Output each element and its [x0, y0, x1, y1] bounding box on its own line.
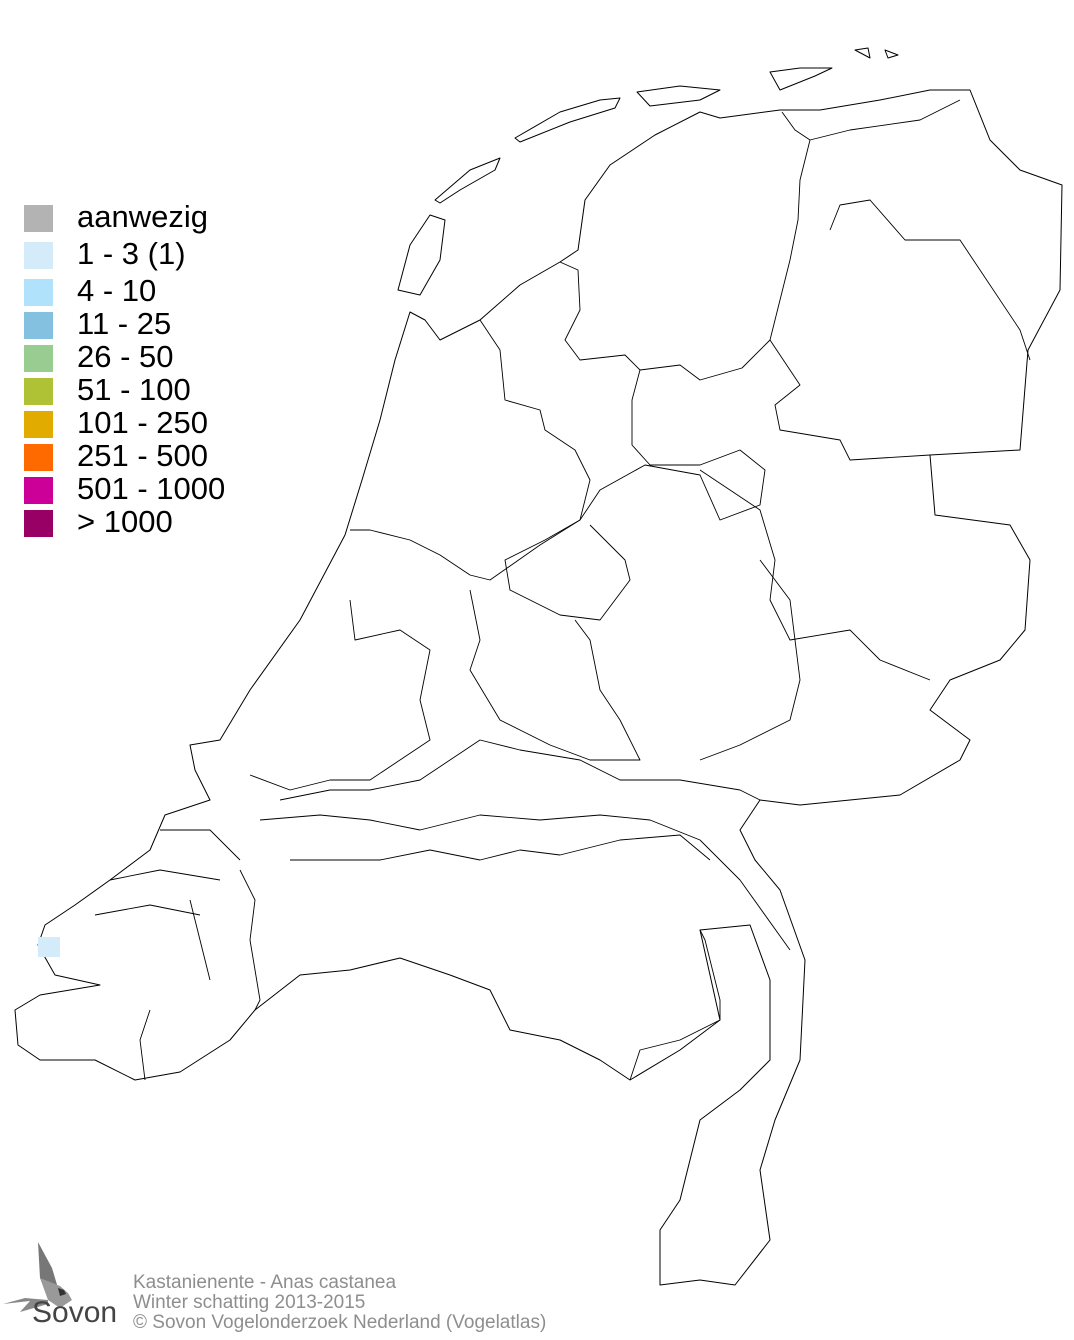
river-maas: [259, 814, 791, 951]
border-brabant: [290, 834, 711, 861]
island-ameland: [636, 85, 721, 107]
legend-label: 4 - 10: [77, 273, 157, 308]
border-zuid-holland: [249, 599, 431, 791]
border-limburg: [629, 929, 721, 1081]
legend-swatch: [24, 312, 53, 339]
legend-label: 26 - 50: [77, 339, 174, 374]
map-caption: Kastanienente - Anas castanea Winter sch…: [133, 1273, 546, 1333]
border-gelderland-east: [699, 559, 801, 761]
sovon-swallow-logo-icon: [3, 1242, 72, 1312]
legend-swatch: [24, 510, 53, 537]
island-vlieland: [434, 157, 501, 204]
border-flevoland: [504, 369, 766, 621]
island-texel: [397, 214, 446, 296]
border-groningen-drenthe: [809, 99, 1031, 361]
zeeland-waters: [94, 829, 241, 916]
legend-swatch: [24, 477, 53, 504]
legend-label: 11 - 25: [77, 306, 172, 341]
border-friesland-groningen: [559, 111, 811, 381]
legend-label: 1 - 3 (1): [77, 236, 186, 271]
island-terschelling: [514, 97, 621, 143]
observation-square: [38, 937, 60, 957]
border-utrecht: [469, 589, 641, 761]
legend-swatch: [24, 444, 53, 471]
copyright: © Sovon Vogelonderzoek Nederland (Vogela…: [133, 1312, 547, 1333]
legend-label: 51 - 100: [77, 372, 191, 407]
legend-swatch: [24, 242, 53, 269]
border-zeeland: [139, 869, 261, 1081]
island-rottumeroog: [854, 47, 899, 59]
border-noord-holland-inner: [350, 319, 591, 581]
river-rhine-waal: [279, 739, 761, 801]
legend-swatch: [24, 205, 53, 232]
border-drenthe-overijssel: [769, 339, 931, 461]
legend-label: 101 - 250: [77, 405, 208, 440]
logo-text: Sovon: [32, 1296, 118, 1329]
legend-label: aanwezig: [77, 199, 208, 234]
species-name: Kastanienente - Anas castanea: [133, 1272, 397, 1293]
legend-swatch: [24, 378, 53, 405]
period: Winter schatting 2013-2015: [133, 1292, 366, 1313]
legend-label: 251 - 500: [77, 438, 208, 473]
legend-swatch: [24, 411, 53, 438]
legend-swatch: [24, 345, 53, 372]
border-overijssel-gelderland: [699, 469, 931, 681]
legend-swatch: [24, 279, 53, 306]
legend-label: > 1000: [77, 504, 173, 539]
legend-label: 501 - 1000: [77, 471, 226, 506]
island-schiermonnikoog: [769, 67, 833, 91]
